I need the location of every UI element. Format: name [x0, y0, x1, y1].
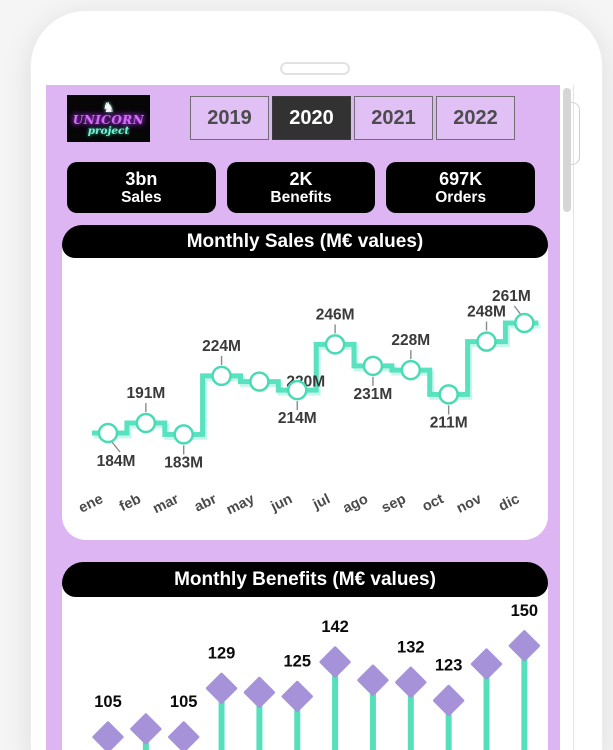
monthly-benefits-chart: 105 105 129 125 142 132 123 150 [92, 602, 540, 750]
sales-value-label: 214M [278, 410, 317, 427]
benefit-stem [521, 645, 528, 750]
kpi-card-sales[interactable]: 3bn Sales [67, 162, 216, 213]
sales-value-label: 211M [430, 414, 468, 431]
benefit-diamond [92, 721, 124, 750]
tab-2019[interactable]: 2019 [190, 96, 269, 140]
sales-marker [211, 365, 232, 387]
sales-value-label: 228M [391, 332, 430, 349]
month-tick-label: jul [310, 491, 333, 513]
benefit-diamond [130, 713, 162, 745]
benefit-value-label: 105 [170, 693, 198, 711]
sales-value-label: 246M [316, 306, 355, 323]
sales-marker [476, 331, 497, 352]
month-tick-label: mar [151, 491, 182, 517]
kpi-value: 3bn [125, 169, 158, 189]
benefit-diamond [281, 680, 313, 713]
monthly-sales-title: Monthly Sales (M€ values) [62, 225, 548, 258]
sales-value-label: 184M [97, 453, 136, 470]
monthly-sales-chart: 184Mene191Mfeb183Mmar224Mabr220Mmay214Mj… [76, 288, 539, 518]
sales-marker [400, 359, 422, 381]
benefit-value-label: 150 [511, 602, 539, 620]
month-tick-label: nov [454, 491, 484, 517]
scrollbar-track [573, 85, 574, 750]
benefit-diamond [395, 666, 427, 698]
benefit-diamond [319, 646, 351, 678]
unicorn-icon: ♞ [102, 99, 115, 116]
month-tick-label: may [224, 491, 257, 518]
kpi-label: Orders [435, 189, 487, 206]
benefit-diamond [168, 721, 200, 750]
sales-value-label: 261M [492, 288, 531, 305]
benefit-diamond [470, 648, 503, 680]
kpi-row: 3bn Sales 2K Benefits 697K Orders [67, 162, 536, 213]
month-tick-label: sep [379, 491, 409, 516]
tab-2020[interactable]: 2020 [272, 96, 351, 140]
sales-step-line [92, 320, 539, 437]
kpi-label: Sales [121, 189, 162, 206]
sales-marker [173, 424, 194, 445]
benefit-stem [256, 692, 263, 750]
benefit-value-label: 129 [208, 644, 236, 662]
benefit-value-label: 142 [321, 618, 349, 636]
sales-marker [514, 312, 535, 334]
benefit-diamond [243, 676, 276, 709]
benefit-diamond [205, 672, 238, 704]
benefit-stem [407, 682, 414, 750]
benefit-value-label: 123 [435, 657, 463, 675]
monthly-benefits-card: Monthly Benefits (M€ values) 105 105 129 12… [62, 562, 548, 750]
app-logo: ♞ UNICORN project [67, 95, 150, 142]
sales-value-label: 224M [202, 338, 241, 355]
month-tick-label: ago [341, 491, 371, 517]
year-tabs: 2019 2020 2021 2022 [190, 96, 515, 140]
kpi-value: 2K [289, 169, 313, 189]
month-tick-label: abr [192, 491, 220, 515]
sales-marker [287, 379, 308, 401]
sales-value-label: 183M [164, 454, 203, 471]
kpi-card-benefits[interactable]: 2K Benefits [226, 162, 376, 213]
benefit-stem [218, 688, 225, 750]
sales-value-label: 248M [467, 304, 506, 321]
kpi-card-orders[interactable]: 697K Orders [386, 162, 536, 213]
sales-marker [362, 355, 384, 377]
benefit-stem [332, 662, 339, 750]
benefit-value-label: 125 [283, 652, 311, 670]
sales-marker [438, 384, 459, 405]
benefit-stem [369, 680, 376, 750]
label-leader-line [513, 305, 521, 315]
sales-marker [135, 412, 157, 434]
sales-marker [249, 371, 270, 392]
dashboard-screen: ♞ UNICORN project 2019 2020 2021 2022 3b… [46, 85, 560, 750]
logo-subtitle: project [87, 124, 130, 137]
monthly-sales-card: Monthly Sales (M€ values) 184M ene 191M feb… [62, 225, 548, 540]
month-tick-label: dic [496, 491, 522, 515]
benefit-stem [294, 696, 301, 750]
sales-marker [97, 422, 119, 444]
benefit-stem [483, 664, 490, 750]
month-tick-label: ene [76, 491, 105, 516]
tab-2022[interactable]: 2022 [436, 96, 515, 140]
kpi-value: 697K [439, 169, 483, 189]
month-tick-label: oct [420, 491, 447, 515]
sales-value-label: 231M [354, 386, 393, 403]
scrollbar-thumb[interactable] [563, 88, 571, 212]
logo-title: UNICORN [72, 112, 145, 127]
phone-speaker [280, 62, 350, 75]
monthly-benefits-title: Monthly Benefits (M€ values) [62, 562, 548, 597]
tab-2021[interactable]: 2021 [354, 96, 433, 140]
label-leader-line [111, 441, 121, 453]
benefit-diamond [508, 630, 540, 662]
sales-marker [324, 334, 346, 355]
benefit-stem [445, 700, 452, 750]
benefit-diamond [357, 664, 389, 696]
kpi-label: Benefits [270, 189, 332, 206]
benefit-value-label: 105 [94, 693, 122, 711]
benefit-value-label: 132 [397, 638, 425, 656]
month-tick-label: jun [268, 491, 295, 515]
benefit-diamond [433, 684, 465, 717]
month-tick-label: feb [117, 491, 144, 515]
sales-value-label: 191M [126, 385, 165, 402]
